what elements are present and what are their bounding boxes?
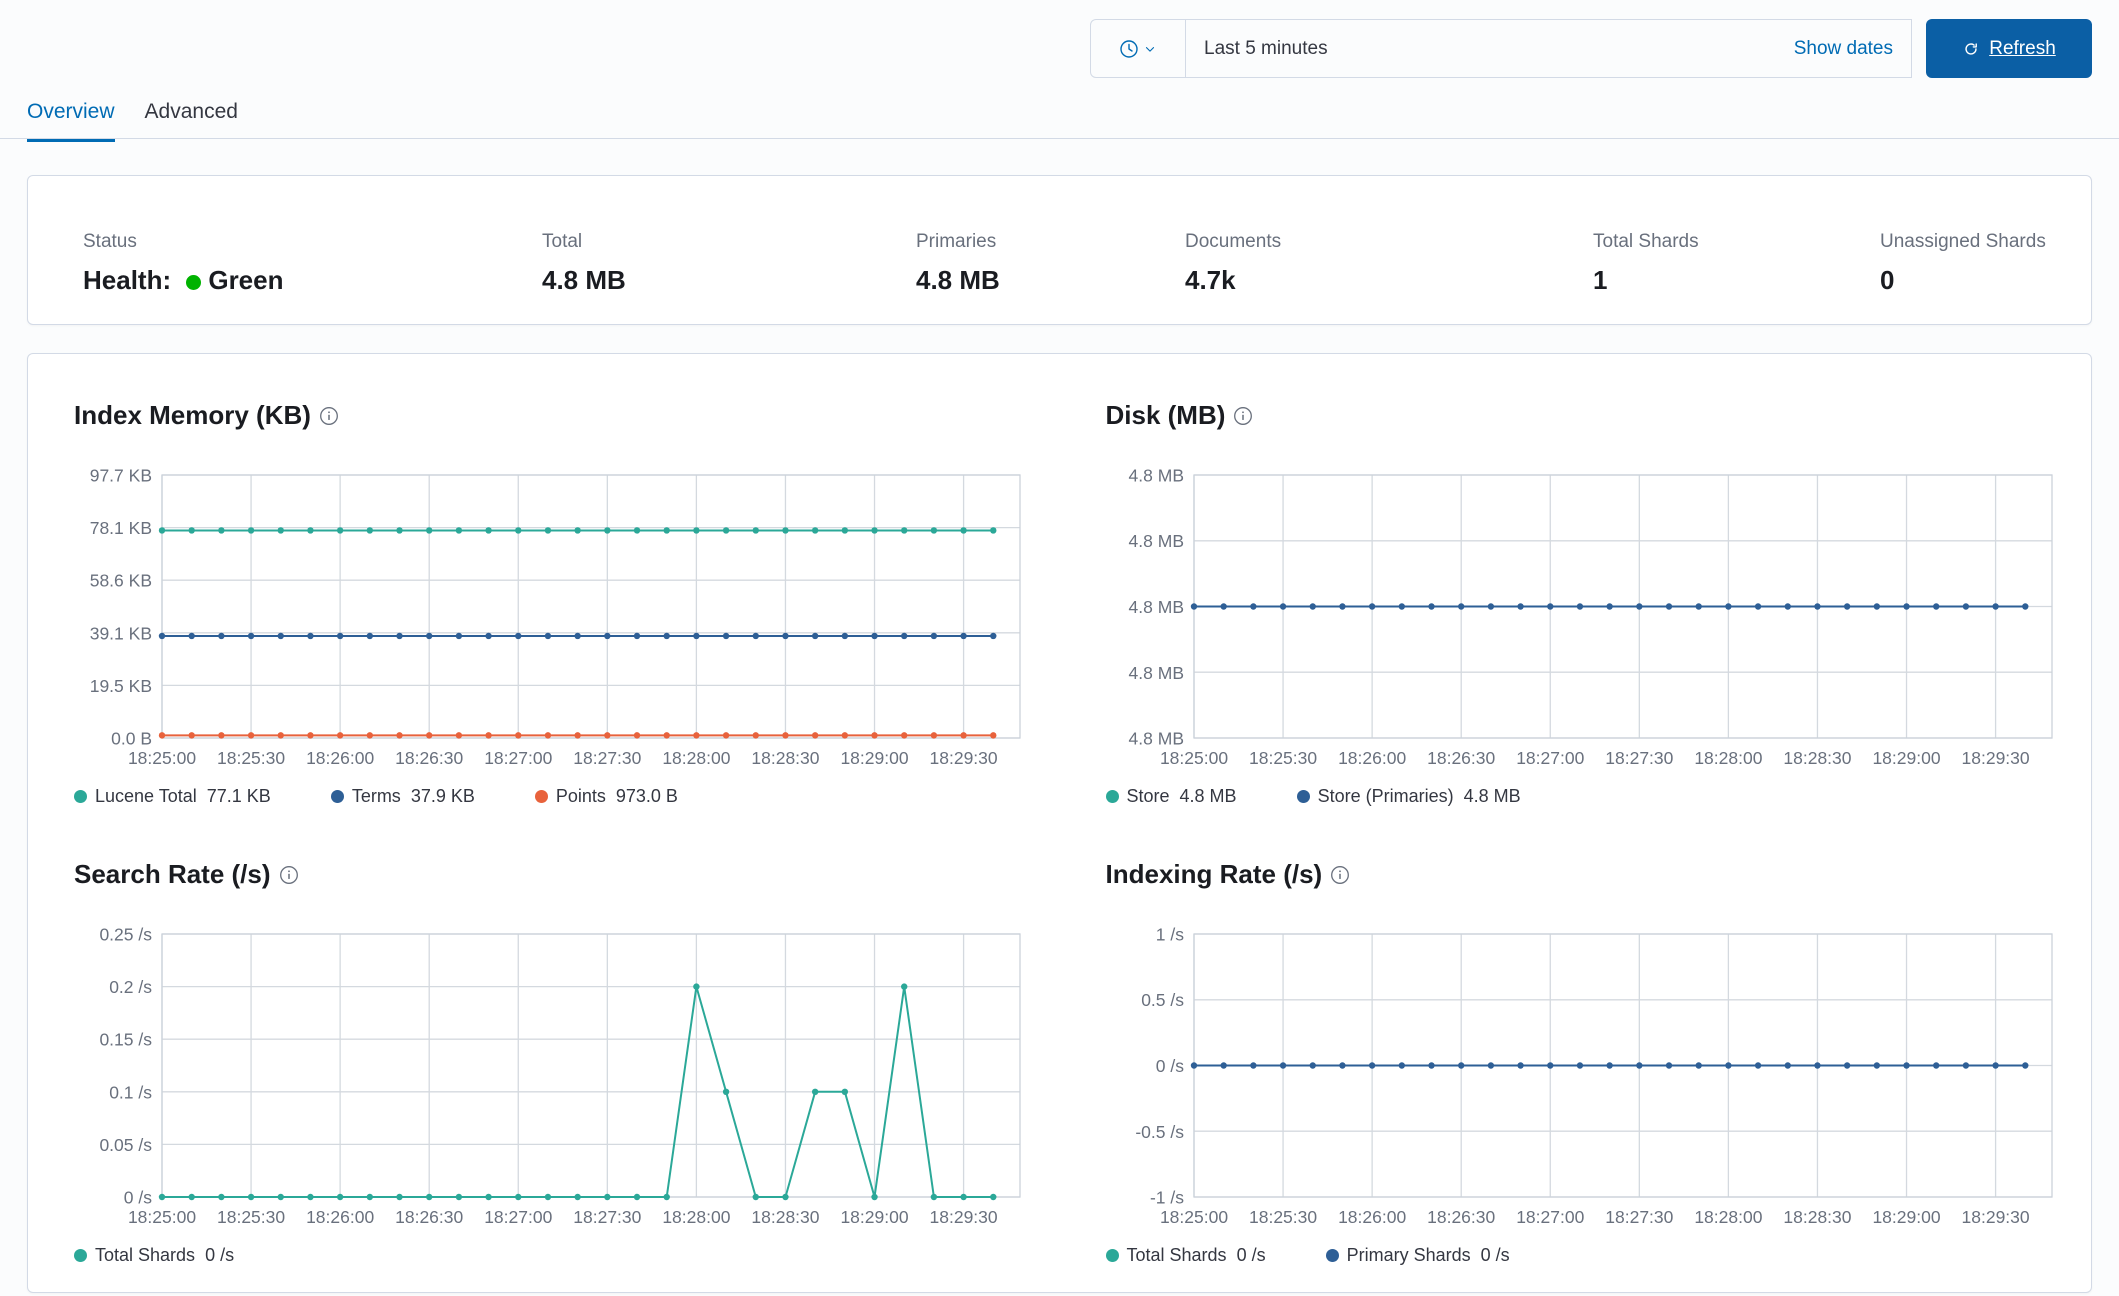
svg-text:18:26:30: 18:26:30 [395,748,463,768]
svg-text:18:27:00: 18:27:00 [1516,748,1584,768]
svg-text:18:25:30: 18:25:30 [217,748,285,768]
svg-text:18:27:30: 18:27:30 [573,1207,641,1227]
svg-text:18:25:30: 18:25:30 [217,1207,285,1227]
svg-text:97.7 KB: 97.7 KB [90,466,152,486]
svg-text:18:26:00: 18:26:00 [1338,748,1406,768]
svg-text:0 /s: 0 /s [124,1188,152,1208]
svg-text:4.8 MB: 4.8 MB [1128,597,1183,617]
svg-text:0.05 /s: 0.05 /s [99,1135,152,1155]
svg-text:1 /s: 1 /s [1155,925,1183,945]
svg-text:18:28:00: 18:28:00 [662,748,730,768]
svg-text:0.15 /s: 0.15 /s [99,1030,152,1050]
svg-text:18:29:30: 18:29:30 [1961,1207,2029,1227]
svg-text:0.5 /s: 0.5 /s [1141,990,1184,1010]
svg-text:18:29:00: 18:29:00 [840,1207,908,1227]
svg-text:18:26:00: 18:26:00 [306,1207,374,1227]
svg-text:0.1 /s: 0.1 /s [109,1082,152,1102]
svg-text:4.8 MB: 4.8 MB [1128,729,1183,749]
svg-text:18:28:30: 18:28:30 [1783,748,1851,768]
svg-text:18:29:00: 18:29:00 [1872,1207,1940,1227]
svg-text:0.25 /s: 0.25 /s [99,925,152,945]
svg-text:78.1 KB: 78.1 KB [90,518,152,538]
svg-text:18:27:00: 18:27:00 [484,1207,552,1227]
svg-text:18:29:30: 18:29:30 [930,1207,998,1227]
svg-text:18:26:30: 18:26:30 [1427,1207,1495,1227]
svg-text:18:28:30: 18:28:30 [751,748,819,768]
svg-text:18:25:30: 18:25:30 [1249,1207,1317,1227]
svg-text:-0.5 /s: -0.5 /s [1135,1122,1184,1142]
svg-text:4.8 MB: 4.8 MB [1128,663,1183,683]
svg-text:18:25:00: 18:25:00 [1159,748,1227,768]
svg-text:39.1 KB: 39.1 KB [90,623,152,643]
svg-text:-1 /s: -1 /s [1149,1188,1183,1208]
svg-text:0.0 B: 0.0 B [111,729,152,749]
svg-text:18:28:00: 18:28:00 [1694,1207,1762,1227]
svg-text:18:27:30: 18:27:30 [1605,748,1673,768]
svg-text:18:27:30: 18:27:30 [573,748,641,768]
svg-text:4.8 MB: 4.8 MB [1128,531,1183,551]
svg-text:19.5 KB: 19.5 KB [90,676,152,696]
svg-text:0 /s: 0 /s [1155,1056,1183,1076]
svg-text:18:27:30: 18:27:30 [1605,1207,1673,1227]
svg-text:18:28:00: 18:28:00 [1694,748,1762,768]
svg-text:58.6 KB: 58.6 KB [90,571,152,591]
svg-text:18:25:30: 18:25:30 [1249,748,1317,768]
svg-text:18:29:00: 18:29:00 [1872,748,1940,768]
svg-text:18:27:00: 18:27:00 [1516,1207,1584,1227]
svg-text:0.2 /s: 0.2 /s [109,977,152,997]
svg-text:18:25:00: 18:25:00 [1159,1207,1227,1227]
svg-text:18:27:00: 18:27:00 [484,748,552,768]
svg-text:18:26:00: 18:26:00 [1338,1207,1406,1227]
svg-text:18:28:30: 18:28:30 [1783,1207,1851,1227]
svg-text:18:29:30: 18:29:30 [1961,748,2029,768]
svg-text:18:26:30: 18:26:30 [395,1207,463,1227]
svg-text:18:26:30: 18:26:30 [1427,748,1495,768]
svg-text:18:26:00: 18:26:00 [306,748,374,768]
svg-text:18:29:00: 18:29:00 [840,748,908,768]
svg-text:18:28:00: 18:28:00 [662,1207,730,1227]
svg-text:4.8 MB: 4.8 MB [1128,466,1183,486]
svg-text:18:25:00: 18:25:00 [128,748,196,768]
svg-text:18:29:30: 18:29:30 [930,748,998,768]
svg-text:18:28:30: 18:28:30 [751,1207,819,1227]
svg-text:18:25:00: 18:25:00 [128,1207,196,1227]
